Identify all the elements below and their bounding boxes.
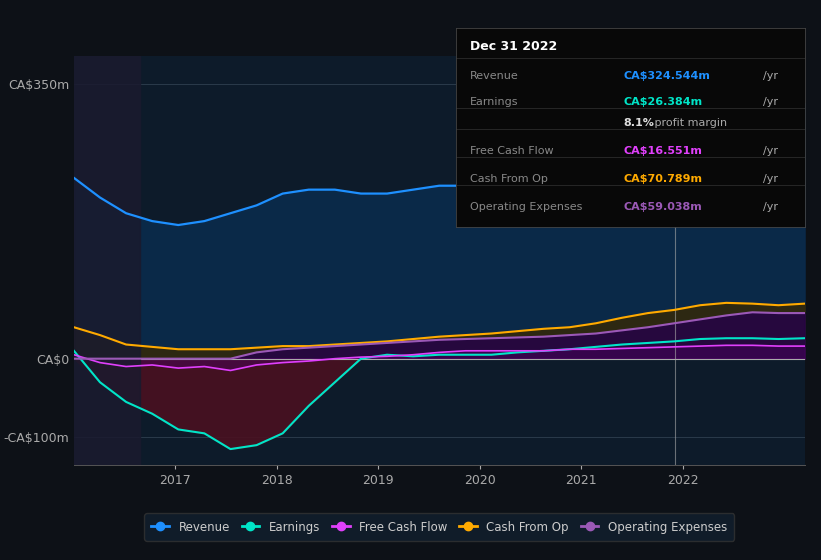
Text: Free Cash Flow: Free Cash Flow bbox=[470, 146, 553, 156]
Text: CA$70.789m: CA$70.789m bbox=[623, 174, 702, 184]
Text: CA$16.551m: CA$16.551m bbox=[623, 146, 702, 156]
Text: /yr: /yr bbox=[763, 174, 777, 184]
Text: /yr: /yr bbox=[763, 202, 777, 212]
Text: CA$59.038m: CA$59.038m bbox=[623, 202, 702, 212]
Text: /yr: /yr bbox=[763, 71, 777, 81]
Text: 8.1%: 8.1% bbox=[623, 118, 654, 128]
Text: Cash From Op: Cash From Op bbox=[470, 174, 548, 184]
Text: CA$26.384m: CA$26.384m bbox=[623, 96, 702, 106]
Text: /yr: /yr bbox=[763, 96, 777, 106]
Legend: Revenue, Earnings, Free Cash Flow, Cash From Op, Operating Expenses: Revenue, Earnings, Free Cash Flow, Cash … bbox=[144, 514, 734, 540]
Text: CA$324.544m: CA$324.544m bbox=[623, 71, 710, 81]
Text: Operating Expenses: Operating Expenses bbox=[470, 202, 582, 212]
Text: Earnings: Earnings bbox=[470, 96, 518, 106]
Text: /yr: /yr bbox=[763, 146, 777, 156]
Text: Revenue: Revenue bbox=[470, 71, 518, 81]
Text: Dec 31 2022: Dec 31 2022 bbox=[470, 40, 557, 53]
Bar bbox=[74, 56, 140, 465]
Text: profit margin: profit margin bbox=[651, 118, 727, 128]
